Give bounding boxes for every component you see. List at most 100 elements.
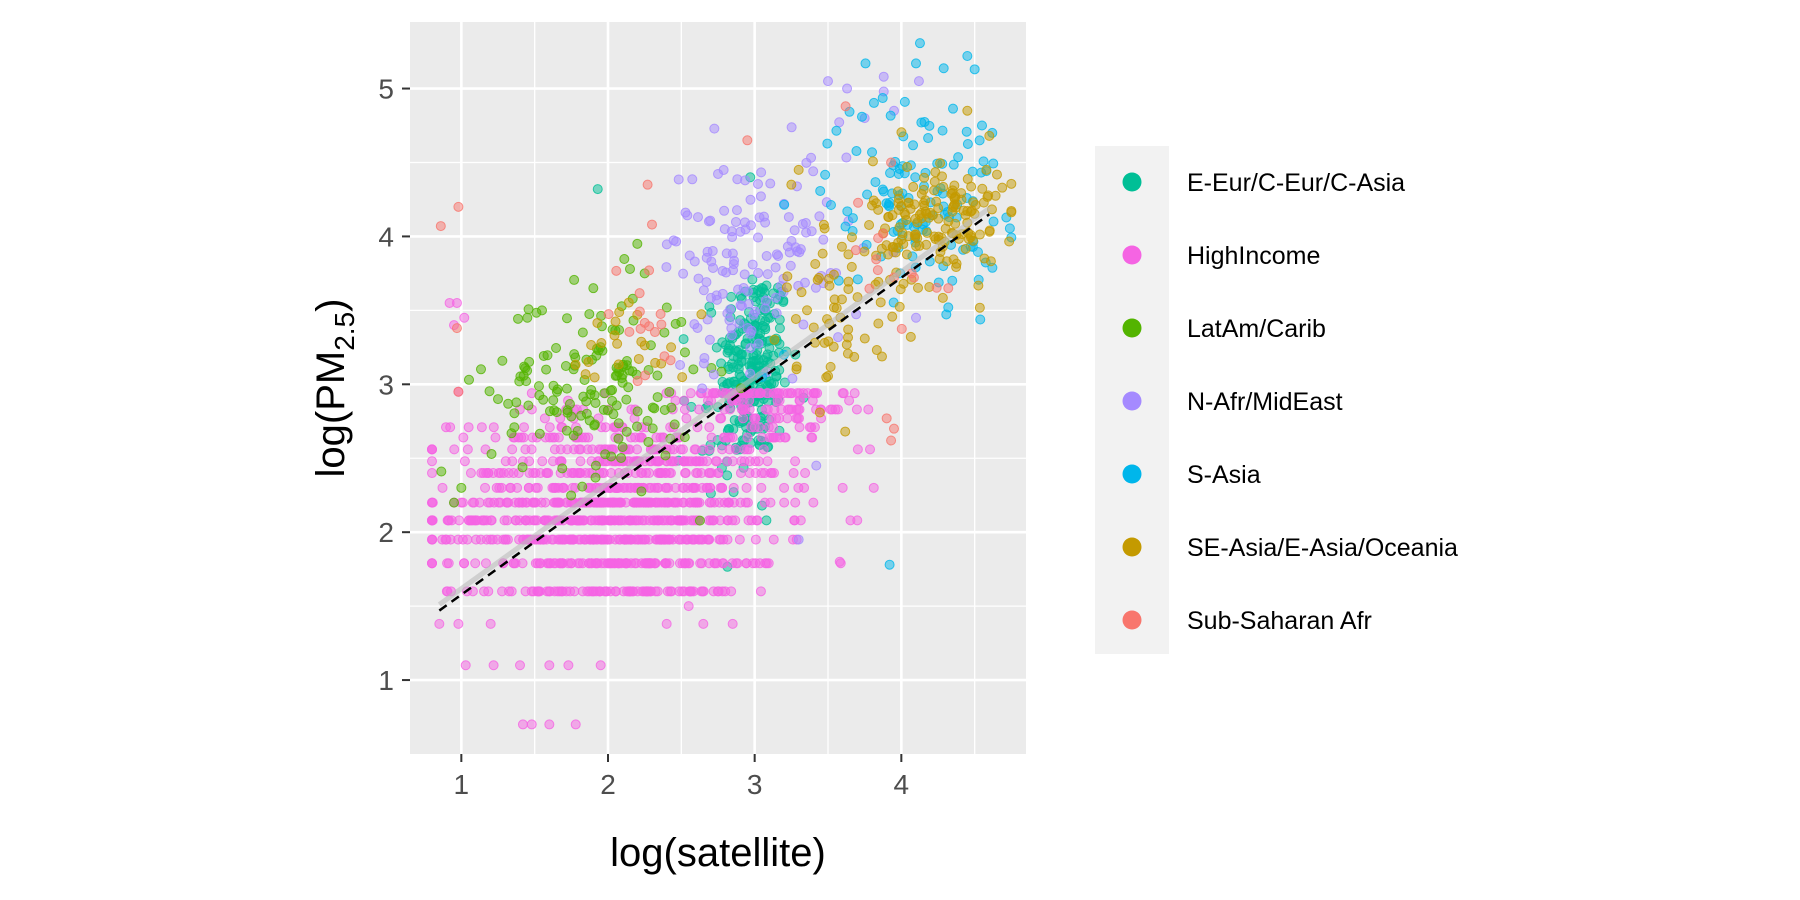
data-point xyxy=(708,388,719,399)
data-point xyxy=(527,497,538,508)
data-point xyxy=(644,265,655,276)
data-point xyxy=(978,197,989,208)
data-point xyxy=(544,719,555,730)
data-point xyxy=(895,284,906,295)
data-point xyxy=(568,430,579,441)
data-point xyxy=(765,178,776,189)
data-point xyxy=(886,435,897,446)
data-point xyxy=(445,422,456,433)
data-point xyxy=(1006,178,1017,189)
data-point xyxy=(586,340,597,351)
data-point xyxy=(652,392,663,403)
legend-label: N-Afr/MidEast xyxy=(1187,388,1343,416)
data-point xyxy=(480,558,491,569)
data-point xyxy=(728,265,739,276)
data-point xyxy=(943,216,954,227)
data-point xyxy=(632,586,643,597)
data-point xyxy=(611,265,622,276)
data-point xyxy=(902,162,913,173)
data-point xyxy=(778,296,789,307)
data-point xyxy=(825,200,836,211)
data-point xyxy=(480,482,491,493)
data-point xyxy=(735,349,746,360)
data-point xyxy=(949,193,960,204)
data-point xyxy=(661,302,672,313)
data-point xyxy=(690,444,701,455)
data-point xyxy=(442,558,453,569)
data-point xyxy=(557,463,568,474)
data-point xyxy=(856,111,867,122)
data-point xyxy=(962,205,973,216)
data-point xyxy=(535,558,546,569)
data-point xyxy=(462,534,473,545)
data-point xyxy=(640,370,651,381)
legend-key xyxy=(1122,537,1142,557)
data-point xyxy=(787,373,798,384)
data-point xyxy=(846,261,857,272)
data-point xyxy=(749,413,760,424)
data-point xyxy=(859,246,870,257)
data-point xyxy=(542,468,553,479)
data-point xyxy=(651,432,662,443)
data-point xyxy=(600,449,611,460)
data-point xyxy=(718,534,729,545)
data-point xyxy=(783,212,794,223)
data-point xyxy=(760,324,771,335)
data-point xyxy=(694,515,705,526)
data-point xyxy=(690,497,701,508)
data-point xyxy=(501,497,512,508)
data-point xyxy=(654,534,665,545)
data-point xyxy=(850,245,861,256)
data-point xyxy=(623,382,634,393)
data-point xyxy=(808,166,819,177)
data-point xyxy=(664,386,675,397)
data-point xyxy=(569,349,580,360)
data-point xyxy=(776,404,787,415)
data-point xyxy=(758,444,769,455)
y-tick-label: 3 xyxy=(378,369,394,400)
data-point xyxy=(782,271,793,282)
data-point xyxy=(793,534,804,545)
data-point xyxy=(688,364,699,375)
data-point xyxy=(587,586,598,597)
data-point xyxy=(575,456,586,467)
data-point xyxy=(668,444,679,455)
data-point xyxy=(634,288,645,299)
data-point xyxy=(894,222,905,233)
data-point xyxy=(771,371,782,382)
data-point xyxy=(698,586,709,597)
data-point xyxy=(938,63,949,74)
data-point xyxy=(693,404,704,415)
data-point xyxy=(445,534,456,545)
y-tick-label: 4 xyxy=(378,221,394,252)
data-point xyxy=(453,201,464,212)
data-point xyxy=(735,300,746,311)
data-point xyxy=(798,319,809,330)
data-point xyxy=(698,285,709,296)
data-point xyxy=(613,418,624,429)
data-point xyxy=(675,359,686,370)
data-point xyxy=(483,586,494,597)
data-point xyxy=(726,586,737,597)
data-point xyxy=(542,350,553,361)
data-point xyxy=(563,660,574,671)
data-point xyxy=(741,558,752,569)
data-point xyxy=(851,404,862,415)
data-point xyxy=(539,515,550,526)
legend-key xyxy=(1122,610,1142,630)
data-point xyxy=(685,388,696,399)
data-point xyxy=(524,456,535,467)
data-point xyxy=(649,403,660,414)
data-point xyxy=(652,370,663,381)
data-point xyxy=(741,482,752,493)
data-point xyxy=(922,227,933,238)
data-point xyxy=(911,312,921,323)
data-point xyxy=(704,497,715,508)
data-point xyxy=(517,462,528,473)
fit-confidence-band xyxy=(437,206,991,607)
data-point xyxy=(537,305,547,316)
data-point xyxy=(692,322,703,333)
data-point xyxy=(485,497,496,508)
data-point xyxy=(436,466,447,477)
data-point xyxy=(823,273,834,284)
